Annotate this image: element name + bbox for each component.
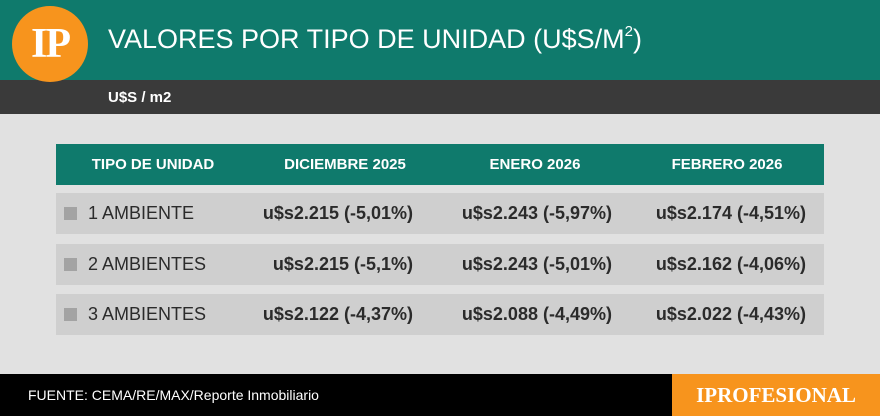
table-row: 2 AMBIENTES u$s2.215 (-5,1%) u$s2.243 (-… [56,244,824,285]
footer-bar: FUENTE: CEMA/RE/MAX/Reporte Inmobiliario… [0,374,880,416]
cell-diciembre: u$s2.122 (-4,37%) [262,304,413,324]
cell-diciembre: u$s2.215 (-5,01%) [262,203,413,223]
column-header-diciembre: DICIEMBRE 2025 [284,156,406,173]
cell-febrero: u$s2.162 (-4,06%) [655,254,806,274]
table-row: 3 AMBIENTES u$s2.122 (-4,37%) u$s2.088 (… [56,294,824,335]
subheader-bar [0,80,880,114]
column-header-tipo: TIPO DE UNIDAD [91,156,215,173]
row-label: 1 AMBIENTE [88,203,195,223]
row-bullet-icon [64,258,77,271]
unit-label: U$S / m2 [108,89,172,106]
row-label: 2 AMBIENTES [88,254,207,274]
brand-logo: IPROFESIONAL [672,374,880,416]
column-header-enero: ENERO 2026 [489,156,581,173]
source-text: FUENTE: CEMA/RE/MAX/Reporte Inmobiliario [28,387,319,403]
cell-enero: u$s2.243 (-5,97%) [461,203,612,223]
row-bullet-icon [64,308,77,321]
iprofesional-logo: IP [12,6,88,82]
cell-febrero: u$s2.022 (-4,43%) [655,304,806,324]
cell-febrero: u$s2.174 (-4,51%) [655,203,806,223]
title-end: ) [632,24,642,54]
cell-enero: u$s2.088 (-4,49%) [461,304,612,324]
header-bar [0,0,880,80]
table-header: TIPO DE UNIDAD DICIEMBRE 2025 ENERO 2026… [56,144,824,185]
table-row: 1 AMBIENTE u$s2.215 (-5,01%) u$s2.243 (-… [56,193,824,234]
column-header-febrero: FEBRERO 2026 [671,156,783,173]
title-superscript: 2 [624,23,633,40]
row-bullet-icon [64,207,77,220]
cell-diciembre: u$s2.215 (-5,1%) [272,254,413,274]
row-label: 3 AMBIENTES [88,304,207,324]
title-text: VALORES POR TIPO DE UNIDAD (U$S/M [108,24,625,54]
page-title: VALORES POR TIPO DE UNIDAD (U$S/M2) [108,23,642,55]
cell-enero: u$s2.243 (-5,01%) [461,254,612,274]
